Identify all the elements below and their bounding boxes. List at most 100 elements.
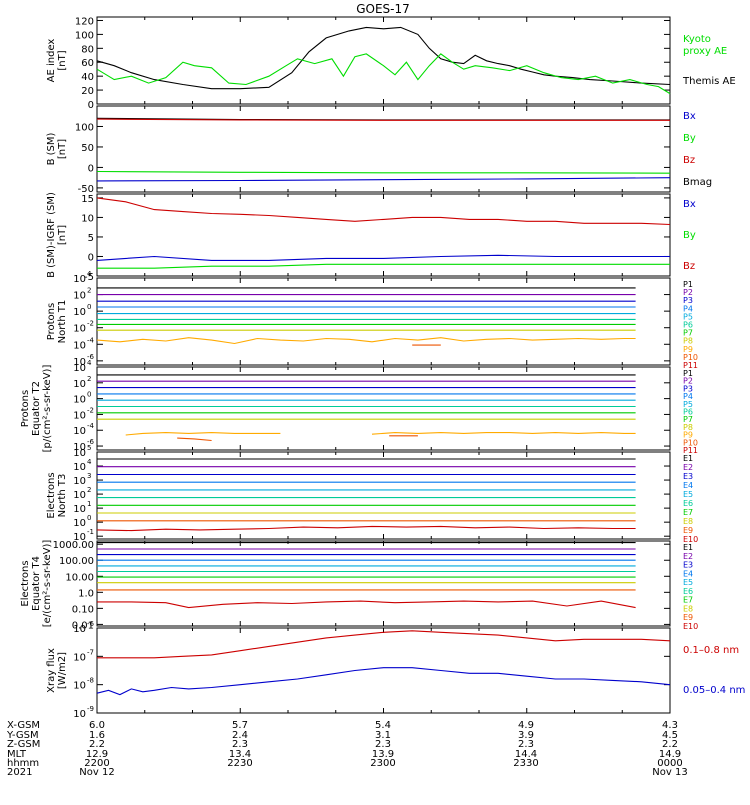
b-ytick-label: 0 [88,163,94,174]
xray-legend-0-05-0-4-nm: 0.05–0.4 nm [683,685,745,696]
en-legend-e8: E8 [683,517,693,526]
xaxis-value-z-gsm: 2.3 [518,739,534,750]
en-ytick-label: 10 [73,476,86,487]
pe-ytick-exponent: -6 [87,438,95,446]
dbx-series-bx [96,254,670,261]
dbx-legend-bx: Bx [683,199,696,210]
dbx-ylabel: B (SM)-IGRF (SM) [46,192,57,278]
en-legend-e1: E1 [683,454,693,463]
xray-series-0-1-0-8-nm [97,630,671,659]
en-ytick-exponent: 0 [87,514,91,522]
en-legend-e10: E10 [683,535,698,544]
en-legend-e9: E9 [683,526,693,535]
xray-ylabel: [W/m2] [57,652,68,689]
ee-ylabel: [e/(cm²-s-sr-keV)] [42,540,53,628]
en-ytick-exponent: 5 [87,444,91,452]
b-ylabel: B (SM) [46,132,57,165]
ae-legend-kyoto: Kyoto [683,34,711,45]
ae-ytick-label: 0 [88,100,94,111]
ee-ytick-label: 1000.00 [53,540,94,551]
pn-ytick-label: 10 [73,274,86,285]
pn-ytick-exponent: -4 [87,336,95,344]
ee-ylabel: Equator T4 [31,556,42,611]
pe-legend-p2: P2 [683,377,693,386]
ee-ytick-label: 10.00 [65,572,94,583]
pe-legend-p10: P10 [683,438,698,447]
xray-ytick-label: 10 [73,652,86,663]
pe-frame [96,366,671,451]
pn-legend-p9: P9 [683,345,693,354]
dbx-ytick-label: 5 [88,233,94,244]
ee-legend-e2: E2 [683,552,693,561]
en-ytick-label: 10 [73,490,86,501]
pe-ytick-label: 10 [73,426,86,437]
ee-legend-e4: E4 [683,569,693,578]
pe-legend-p1: P1 [683,369,693,378]
pe-ytick-label: 10 [73,395,86,406]
ae-series-kyoto-proxy-ae [96,53,671,95]
pe-legend-p11: P11 [683,446,698,455]
pe-series-p9a [125,432,281,436]
b-legend-bx: Bx [683,111,696,122]
xaxis-value-mlt: 14.9 [659,749,681,760]
xaxis-value-hhmm: 0000 [657,758,682,769]
en-legend-e3: E3 [683,472,693,481]
xray-legend-0-1-0-8-nm: 0.1–0.8 nm [683,645,739,656]
en-ytick-label: 10 [73,462,86,473]
pe-ytick-exponent: 2 [87,375,91,383]
xaxis-value-hhmm: 2330 [513,758,538,769]
ee-ytick-label: 1.0 [78,588,94,599]
xaxis-value-y-gsm: 2.4 [232,730,248,741]
pn-ytick-exponent: 2 [87,287,91,295]
pe-ytick-label: 10 [73,379,86,390]
pn-legend-p8: P8 [683,337,693,346]
xray-ytick-label: 10 [73,709,86,720]
xaxis-value-x-gsm: 5.4 [375,720,391,731]
xray-ylabel: Xray flux [46,648,57,693]
pn-frame [96,277,671,366]
xaxis-date: Nov 13 [652,767,687,778]
en-ytick-label: 10 [73,532,86,543]
xaxis-row-label: 2021 [7,767,32,778]
en-legend-e4: E4 [683,481,693,490]
pe-ytick-label: 10 [73,363,86,374]
ae-ylabel: [nT] [57,50,68,70]
pn-ytick-exponent: 4 [87,270,92,278]
xaxis-value-z-gsm: 2.3 [375,739,391,750]
pe-legend-p5: P5 [683,400,693,409]
pe-legend-p3: P3 [683,384,693,393]
xaxis-row-label: Y-GSM [6,730,39,741]
xaxis-value-mlt: 12.9 [86,749,108,760]
ae-ytick-label: 60 [81,58,94,69]
chart-title: GOES-17 [356,2,410,16]
pe-legend-p7: P7 [683,415,693,424]
pe-series-p9b [371,432,636,435]
ee-ylabel: Electrons [20,560,31,606]
pn-ytick-label: 10 [73,291,86,302]
b-legend-bmag: Bmag [683,177,712,188]
en-legend-e5: E5 [683,490,693,499]
xaxis-value-x-gsm: 4.3 [662,720,678,731]
xaxis-row-label: hhmm [7,758,39,769]
pe-series-p10a [177,437,212,442]
ae-ytick-label: 20 [81,86,94,97]
pn-legend-p2: P2 [683,288,693,297]
pe-ytick-exponent: 4 [87,359,92,367]
ee-series-e10 [97,600,636,609]
xray-ytick-exponent: -7 [87,648,94,656]
xaxis-value-x-gsm: 6.0 [89,720,105,731]
pe-legend-p9: P9 [683,431,693,440]
ee-legend-e9: E9 [683,613,693,622]
xaxis-value-hhmm: 2230 [227,758,252,769]
pn-ytick-label: 10 [73,357,86,368]
xaxis-value-hhmm: 2200 [84,758,109,769]
pe-ylabel: Equator T2 [31,381,42,436]
pe-ytick-label: 10 [73,442,86,453]
ae-ylabel: AE index [46,39,57,83]
xaxis-value-x-gsm: 4.9 [518,720,534,731]
pe-legend-p8: P8 [683,423,693,432]
pn-ylabel: North T1 [57,300,68,344]
en-ytick-exponent: -1 [87,528,94,536]
ee-legend-e3: E3 [683,561,693,570]
dbx-frame [96,193,671,277]
